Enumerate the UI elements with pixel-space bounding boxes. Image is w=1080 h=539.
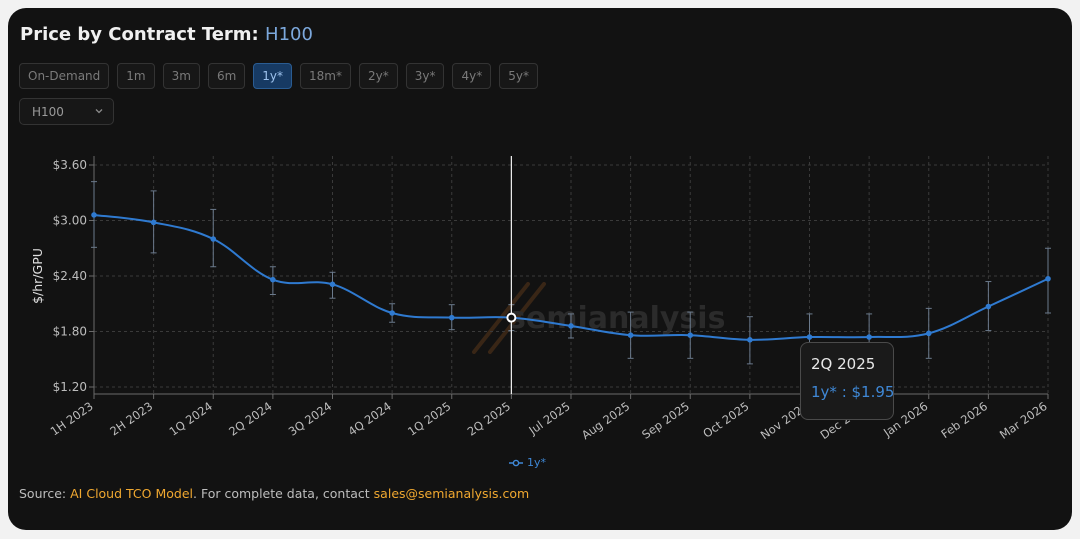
x-tick-label: Feb 2026: [938, 399, 990, 441]
tooltip-value: 1y* : $1.95: [811, 383, 895, 401]
y-tick-label: $1.80: [53, 325, 87, 339]
y-axis-label: $/hr/GPU: [30, 248, 45, 304]
legend-line-icon: [509, 459, 523, 466]
data-point: [329, 281, 336, 288]
footer-middle: . For complete data, contact: [193, 486, 374, 501]
page-title: Price by Contract Term: H100: [20, 24, 313, 45]
data-point: [210, 236, 217, 242]
x-tick-label: Jul 2025: [526, 399, 573, 438]
footer-prefix: Source:: [19, 486, 71, 501]
data-point: [806, 334, 813, 340]
data-point: [687, 332, 694, 339]
term-button-3m[interactable]: 3m: [162, 63, 200, 89]
x-tick-label: 3Q 2024: [286, 399, 334, 439]
x-tick-label: Sep 2025: [639, 399, 692, 442]
data-point: [985, 303, 992, 310]
x-tick-label: Mar 2026: [997, 399, 1050, 442]
x-tick-label: 1H 2023: [48, 399, 96, 439]
x-tick-label: 2H 2023: [107, 399, 155, 439]
data-point: [568, 323, 574, 329]
data-point: [150, 219, 157, 226]
term-button-3y-star[interactable]: 3y*: [405, 63, 445, 89]
data-point: [627, 332, 634, 339]
y-tick-label: $2.40: [53, 269, 87, 283]
y-tick-label: $3.00: [53, 214, 87, 228]
data-point-highlighted: [506, 312, 517, 323]
source-link[interactable]: AI Cloud TCO Model: [70, 486, 193, 501]
email-link[interactable]: sales@semianalysis.com: [373, 486, 530, 501]
term-button-4y-star[interactable]: 4y*: [452, 63, 492, 89]
data-point: [448, 314, 455, 321]
data-point: [389, 310, 395, 316]
chevron-down-icon: [95, 109, 103, 114]
term-button-18m-star[interactable]: 18m*: [300, 63, 351, 89]
watermark: semianalysis: [472, 282, 725, 354]
term-button-on-demand[interactable]: On-Demand: [19, 63, 110, 89]
x-tick-label: Aug 2025: [579, 399, 632, 442]
data-point: [91, 212, 97, 218]
y-tick-label: $1.20: [53, 380, 87, 394]
gpu-select[interactable]: H100: [19, 98, 114, 125]
watermark-text: semianalysis: [508, 301, 725, 336]
data-point: [925, 330, 932, 337]
title-prefix: Price by Contract Term:: [20, 24, 266, 45]
term-button-1m[interactable]: 1m: [117, 63, 155, 89]
data-point: [270, 276, 276, 283]
chart-tooltip: 2Q 2025 1y* : $1.95: [800, 342, 894, 420]
x-tick-label: 2Q 2025: [465, 399, 513, 439]
legend-label: 1y*: [527, 456, 547, 469]
source-footer: Source: AI Cloud TCO Model. For complete…: [19, 486, 529, 501]
x-tick-label: 1Q 2025: [405, 399, 453, 439]
contract-term-buttons: On-Demand 1m 3m 6m 1y* 18m* 2y* 3y* 4y* 5y*: [19, 63, 538, 89]
term-button-5y-star[interactable]: 5y*: [499, 63, 538, 89]
term-button-6m[interactable]: 6m: [207, 63, 246, 89]
chart-card: [8, 8, 1072, 530]
term-button-1y-star[interactable]: 1y*: [253, 63, 293, 89]
y-tick-label: $3.60: [53, 158, 87, 172]
term-button-2y-star[interactable]: 2y*: [358, 63, 398, 89]
data-point: [747, 337, 753, 343]
data-point: [866, 334, 872, 340]
tooltip-title: 2Q 2025: [811, 355, 876, 373]
chart-legend[interactable]: 1y*: [509, 456, 546, 469]
x-tick-label: Oct 2025: [700, 399, 751, 441]
x-tick-label: 2Q 2024: [226, 399, 274, 439]
data-point: [1045, 275, 1051, 282]
x-tick-label: 1Q 2024: [167, 399, 215, 439]
title-gpu: H100: [265, 24, 313, 45]
x-tick-label: 4Q 2024: [345, 399, 393, 439]
gpu-select-value: H100: [32, 104, 64, 119]
